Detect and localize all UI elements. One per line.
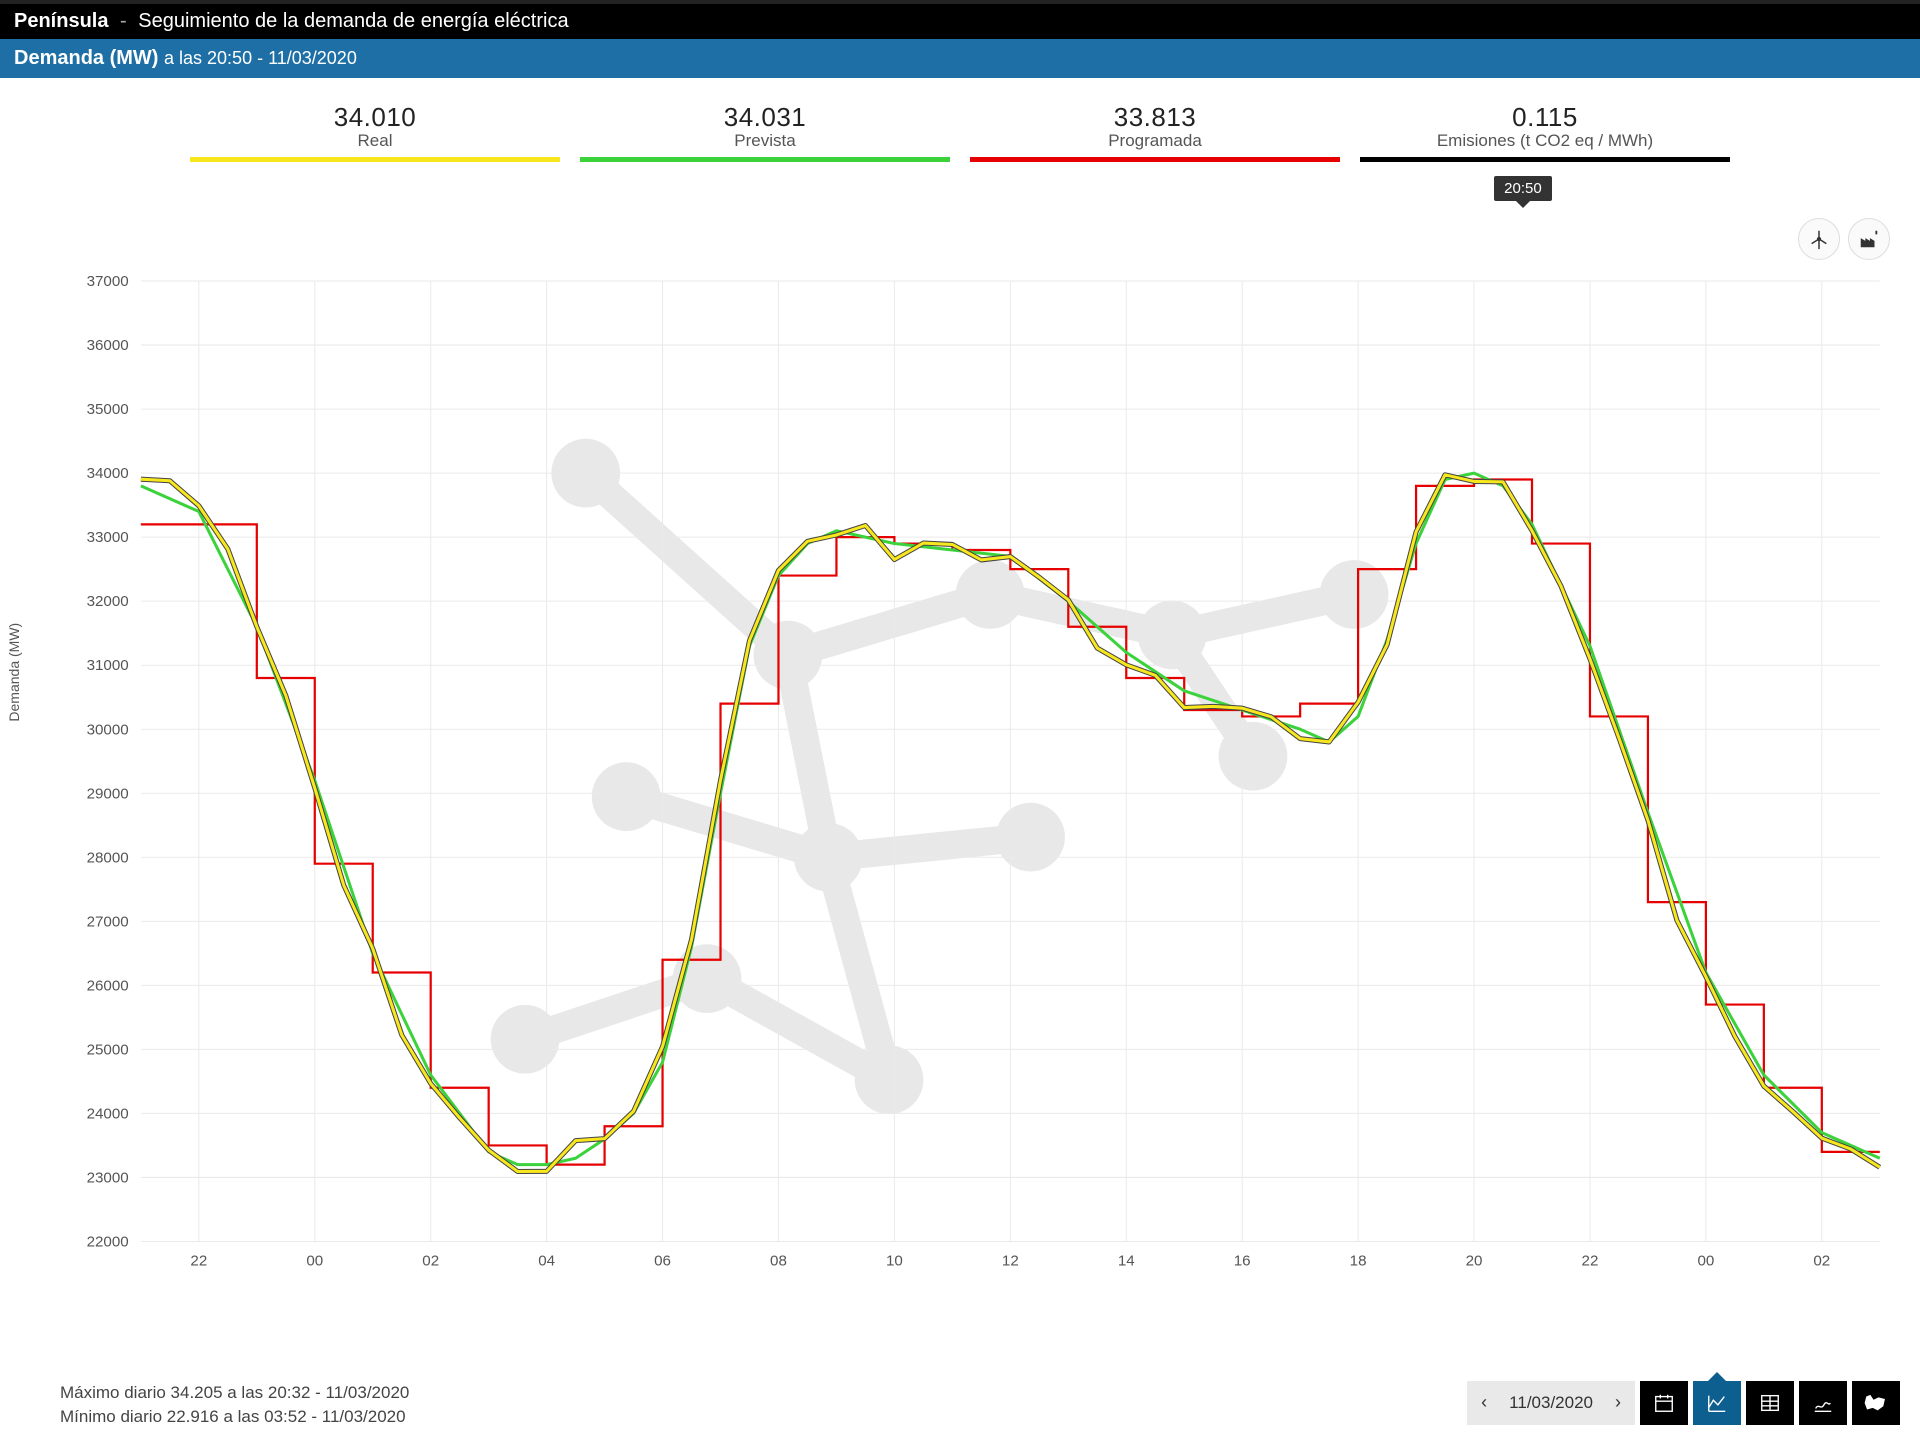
svg-text:10: 10: [886, 1253, 903, 1270]
svg-text:00: 00: [306, 1253, 323, 1270]
wind-icon[interactable]: [1798, 218, 1840, 260]
legend-color-bar: [1360, 157, 1730, 162]
legend-item-2[interactable]: 33.813 Programada: [960, 102, 1350, 162]
svg-text:06: 06: [654, 1253, 671, 1270]
svg-text:16: 16: [1234, 1253, 1251, 1270]
sub-header: Demanda (MW) a las 20:50 - 11/03/2020: [0, 39, 1920, 78]
svg-text:22: 22: [1582, 1253, 1599, 1270]
svg-text:23000: 23000: [87, 1169, 129, 1186]
legend-value: 34.031: [724, 102, 807, 133]
svg-text:30000: 30000: [87, 721, 129, 738]
svg-text:28000: 28000: [87, 849, 129, 866]
svg-text:14: 14: [1118, 1253, 1135, 1270]
legend-label: Programada: [1108, 131, 1202, 151]
legend-value: 33.813: [1114, 102, 1197, 133]
svg-text:04: 04: [538, 1253, 555, 1270]
tool-map-button[interactable]: [1852, 1381, 1900, 1425]
svg-text:18: 18: [1350, 1253, 1367, 1270]
legend-value: 0.115: [1512, 102, 1578, 133]
svg-text:22: 22: [190, 1253, 207, 1270]
current-date: 11/03/2020: [1501, 1393, 1601, 1413]
current-time-tooltip: 20:50: [1494, 176, 1552, 201]
demand-chart[interactable]: 22000 23000 24000 25000 26000 27000 28000 29000…: [60, 168, 1900, 1375]
svg-text:00: 00: [1697, 1253, 1714, 1270]
tool-chart-button[interactable]: [1693, 1381, 1741, 1425]
svg-text:33000: 33000: [87, 529, 129, 546]
y-axis-label: Demanda (MW): [6, 623, 22, 722]
page-title: Seguimiento de la demanda de energía elé…: [138, 10, 568, 32]
stat-max: Máximo diario 34.205 a las 20:32 - 11/03…: [60, 1381, 409, 1406]
tool-table-button[interactable]: [1746, 1381, 1794, 1425]
stat-min: Mínimo diario 22.916 a las 03:52 - 11/03…: [60, 1405, 409, 1430]
legend-item-0[interactable]: 34.010 Real: [180, 102, 570, 162]
svg-text:27000: 27000: [87, 913, 129, 930]
svg-text:37000: 37000: [87, 273, 129, 290]
svg-text:26000: 26000: [87, 977, 129, 994]
prev-date-button[interactable]: ‹: [1467, 1381, 1501, 1425]
tool-emissions-button[interactable]: [1799, 1381, 1847, 1425]
svg-text:02: 02: [422, 1253, 439, 1270]
bottom-toolbar: ‹ 11/03/2020 ›: [1467, 1381, 1900, 1425]
legend-color-bar: [970, 157, 1340, 162]
demand-timestamp: a las 20:50 - 11/03/2020: [164, 48, 357, 68]
svg-text:29000: 29000: [87, 785, 129, 802]
legend-label: Real: [358, 131, 393, 151]
svg-text:36000: 36000: [87, 337, 129, 354]
legend-item-1[interactable]: 34.031 Prevista: [570, 102, 960, 162]
legend-row: 34.010 Real 34.031 Prevista 33.813 Progr…: [0, 78, 1920, 168]
svg-text:35000: 35000: [87, 401, 129, 418]
svg-text:22000: 22000: [87, 1234, 129, 1251]
legend-value: 34.010: [334, 102, 417, 133]
separator: -: [120, 10, 127, 32]
svg-text:08: 08: [770, 1253, 787, 1270]
daily-stats: Máximo diario 34.205 a las 20:32 - 11/03…: [60, 1381, 409, 1430]
chart-area: Demanda (MW) 22000 23000 24000 25000 26000 27…: [0, 168, 1920, 1375]
legend-item-3[interactable]: 0.115 Emisiones (t CO2 eq / MWh): [1350, 102, 1740, 162]
svg-text:12: 12: [1002, 1253, 1019, 1270]
date-navigator: ‹ 11/03/2020 ›: [1467, 1381, 1635, 1425]
top-bar: Península - Seguimiento de la demanda de…: [0, 0, 1920, 39]
svg-text:32000: 32000: [87, 593, 129, 610]
legend-label: Prevista: [734, 131, 795, 151]
svg-text:24000: 24000: [87, 1105, 129, 1122]
svg-text:31000: 31000: [87, 657, 129, 674]
svg-text:20: 20: [1466, 1253, 1483, 1270]
region-name: Península: [14, 10, 108, 32]
svg-text:34000: 34000: [87, 465, 129, 482]
legend-label: Emisiones (t CO2 eq / MWh): [1437, 131, 1653, 151]
svg-text:02: 02: [1813, 1253, 1830, 1270]
legend-color-bar: [580, 157, 950, 162]
legend-color-bar: [190, 157, 560, 162]
next-date-button[interactable]: ›: [1601, 1381, 1635, 1425]
factory-icon[interactable]: [1848, 218, 1890, 260]
tool-calendar-button[interactable]: [1640, 1381, 1688, 1425]
demand-label: Demanda (MW): [14, 47, 158, 69]
svg-text:25000: 25000: [87, 1041, 129, 1058]
